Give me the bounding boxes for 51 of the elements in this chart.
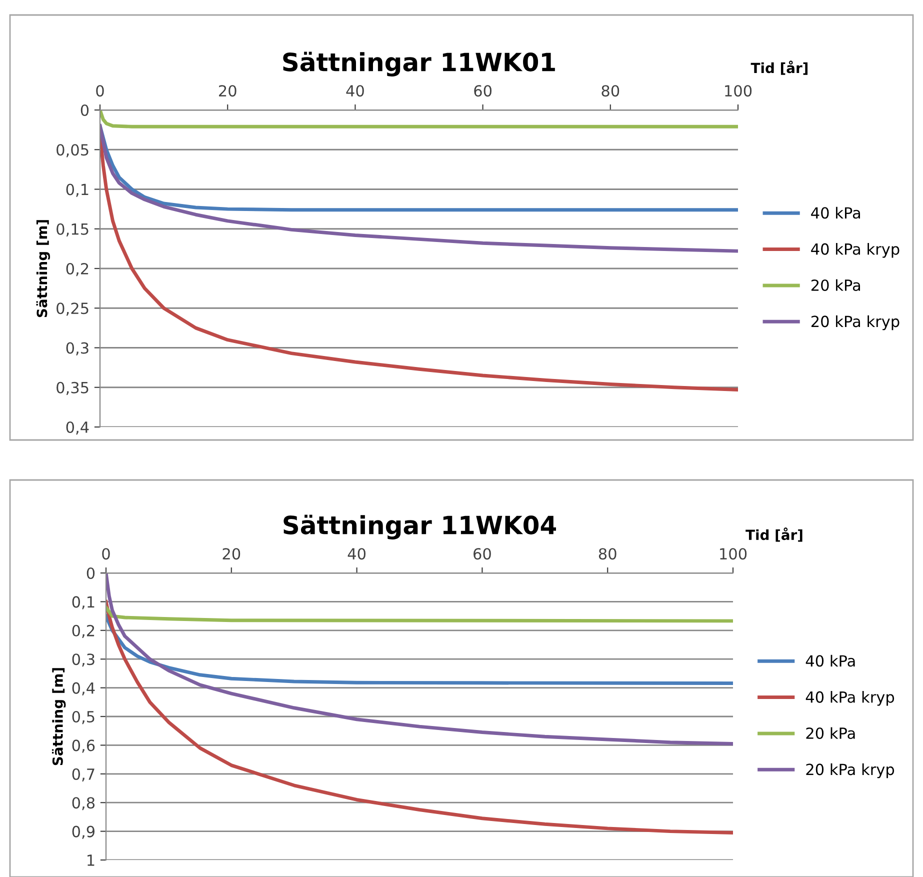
line-series (100, 124, 738, 212)
legend-label: 20 kPa (806, 727, 855, 740)
y-axis-title: Sättning [m] (52, 668, 66, 766)
y-tick-label: 0 (80, 104, 89, 116)
x-axis-title: Tid [år] (746, 528, 802, 542)
x-axis-title: Tid [år] (750, 60, 808, 75)
y-tick-label: 0,2 (72, 624, 94, 638)
y-tick-label: 0,25 (56, 302, 88, 316)
line-series (100, 124, 738, 253)
legend-label: 20 kPa (811, 279, 860, 292)
legend-label: 40 kPa (806, 654, 855, 667)
x-tick-label: 100 (725, 85, 752, 97)
x-tick-label: 60 (474, 548, 491, 560)
y-tick-label: 0,05 (56, 144, 88, 158)
y-tick-label: 0,3 (72, 654, 94, 667)
x-tick-label: 60 (474, 85, 492, 97)
x-tick-label: 20 (219, 85, 236, 97)
legend-label: 40 kPa (811, 206, 860, 219)
y-tick-label: 0 (86, 567, 95, 580)
y-tick-label: 0,4 (66, 421, 89, 435)
line-series (106, 606, 733, 623)
x-tick-label: 100 (720, 548, 747, 560)
legend-label: 40 kPa kryp (806, 691, 894, 706)
line-series (106, 600, 733, 834)
y-tick-label: 0,9 (72, 826, 95, 839)
y-tick-label: 0,1 (72, 596, 94, 610)
y-tick-label: 0,4 (72, 682, 95, 696)
y-tick-label: 0,1 (66, 184, 88, 197)
legend-label: 20 kPa kryp (811, 315, 900, 330)
legend-label: 20 kPa kryp (806, 763, 894, 778)
x-tick-label: 20 (222, 548, 240, 560)
x-tick-label: 80 (598, 548, 616, 560)
y-tick-label: 0,7 (72, 768, 94, 782)
y-tick-label: 0,6 (72, 740, 95, 753)
y-tick-label: 0,8 (72, 797, 95, 810)
x-tick-label: 0 (102, 548, 110, 560)
y-tick-label: 0,2 (66, 262, 88, 276)
y-tick-label: 1 (88, 854, 94, 866)
x-tick-label: 80 (602, 85, 620, 97)
y-tick-label: 0,35 (56, 382, 88, 395)
legend-label: 40 kPa kryp (811, 243, 900, 258)
y-tick-label: 0,15 (56, 223, 88, 236)
y-axis-title: Sättning [m] (36, 220, 50, 318)
chart-title: Sättningar 11WK04 (284, 514, 556, 540)
x-tick-label: 40 (348, 548, 366, 560)
line-series (106, 614, 733, 685)
y-tick-label: 0,5 (72, 710, 94, 724)
chart-title: Sättningar 11WK01 (283, 52, 555, 77)
y-tick-label: 0,3 (66, 342, 88, 356)
x-tick-label: 0 (96, 85, 104, 97)
x-tick-label: 40 (346, 85, 364, 97)
